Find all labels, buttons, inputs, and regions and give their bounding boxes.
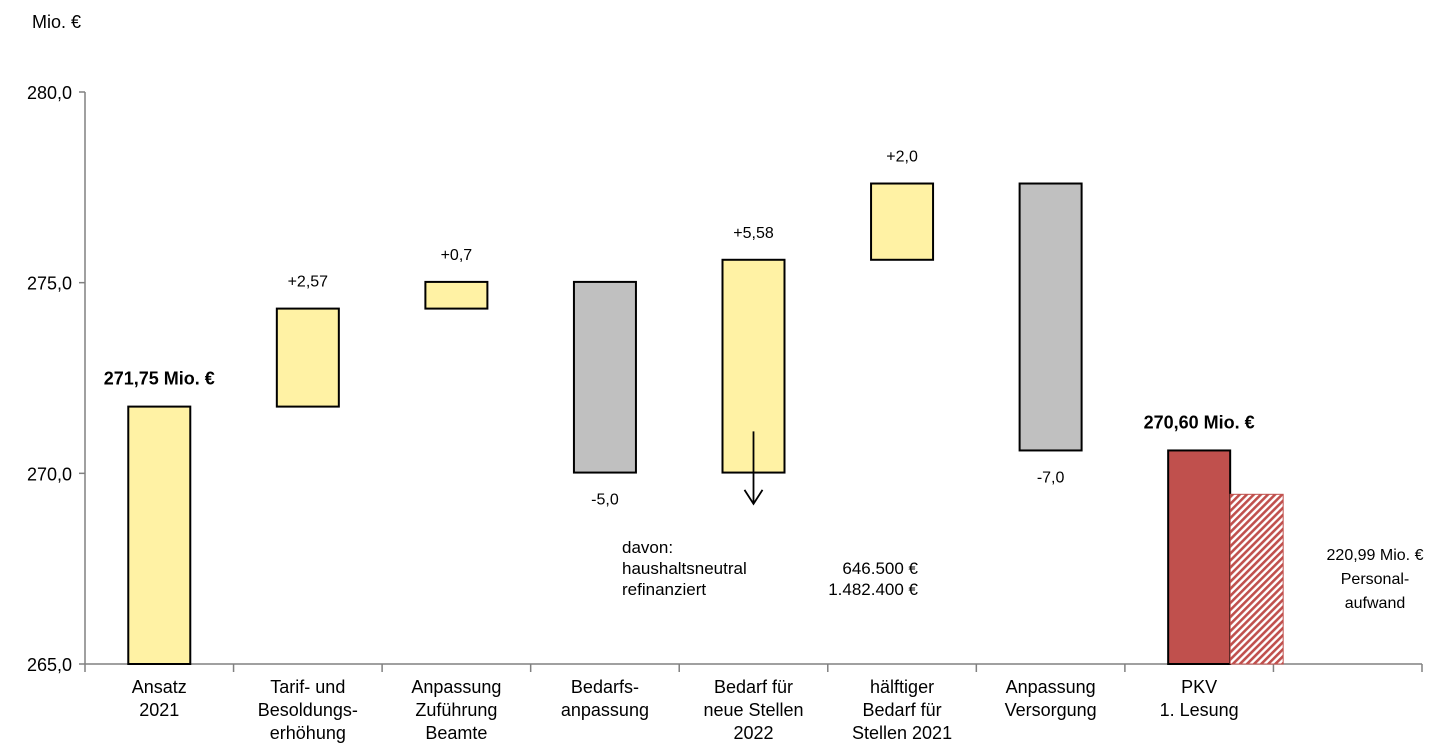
bar-value-label: -7,0	[1037, 469, 1065, 486]
x-tick-label: Bedarfs-anpassung	[561, 677, 649, 720]
personnel-expense-label-line1: Personal-	[1340, 571, 1410, 588]
breakdown-labels: davon: haushaltsneutral refinanziert	[622, 537, 747, 600]
bar-value-label: 270,60 Mio. €	[1144, 412, 1255, 432]
x-tick-label-line: 2021	[139, 700, 179, 720]
x-tick-label: PKV 1. Lesung	[1160, 677, 1239, 720]
bar	[275, 307, 340, 408]
bar-value-label: +2,0	[886, 149, 918, 166]
chart-axes: 265,0 270,0 275,0 280,0	[27, 83, 1423, 675]
chart-x-tick-labels: Ansatz 2021 Tarif- und Besoldungs-erhöhung A…	[132, 677, 1239, 743]
x-tick-label: Ansatz 2021	[132, 677, 187, 720]
breakdown-amount-neutral: 646.500 €	[842, 559, 918, 578]
x-tick-label-line: Besoldungs-	[258, 700, 358, 720]
y-tick-label: 265,0	[27, 655, 72, 675]
x-tick-label-line: Bedarf für	[714, 677, 793, 697]
y-axis-unit-label: Mio. €	[32, 12, 82, 32]
annotation-arrow	[743, 431, 764, 506]
bar	[870, 182, 935, 261]
x-tick-label-line: Beamte	[425, 723, 487, 743]
personnel-expense-value: 220,99 Mio. €	[1326, 547, 1424, 564]
x-tick-label-line: Bedarfs-	[571, 677, 639, 697]
personnel-expense-note: 220,99 Mio. € Personal- aufwand	[1300, 544, 1433, 616]
x-tick-label-line: PKV	[1181, 677, 1217, 697]
x-tick-label: Anpassung Zuführung Beamte	[411, 677, 501, 743]
x-tick-label-line: anpassung	[561, 700, 649, 720]
chart-bars	[127, 182, 1284, 665]
breakdown-label-heading: davon:	[622, 538, 674, 557]
bar-value-label: +0,7	[441, 247, 473, 264]
x-tick-label-line: neue Stellen	[703, 700, 803, 720]
personnel-expense-label-line2: aufwand	[1344, 595, 1406, 612]
bar-value-label: +2,57	[288, 274, 329, 291]
arrow-head	[743, 489, 764, 506]
bar	[1018, 182, 1083, 452]
x-tick-label-line: 1. Lesung	[1160, 700, 1239, 720]
x-tick-label-line: Bedarf für	[863, 700, 942, 720]
y-tick-label: 275,0	[27, 274, 72, 294]
bar	[1167, 449, 1232, 665]
bar	[127, 405, 192, 665]
x-tick-label-line: hälftiger	[870, 677, 934, 697]
breakdown-label-refinanced: refinanziert	[622, 580, 707, 599]
x-tick-label-line: Anpassung	[411, 677, 501, 697]
bar	[572, 280, 637, 474]
bar-value-label: 271,75 Mio. €	[104, 369, 215, 389]
breakdown-amounts: 646.500 € 1.482.400 €	[786, 558, 918, 600]
x-tick-label-line: Ansatz	[132, 677, 187, 697]
x-tick-label: Anpassung Versorgung	[1005, 677, 1097, 720]
x-tick-label: Tarif- und Besoldungs-erhöhung	[258, 677, 358, 743]
bar-value-label: -5,0	[591, 492, 619, 509]
x-tick-label-line: Stellen 2021	[852, 723, 952, 743]
breakdown-label-neutral: haushaltsneutral	[622, 559, 747, 578]
y-tick-label: 270,0	[27, 464, 72, 484]
x-tick-label-line: erhöhung	[270, 723, 346, 743]
bar	[424, 280, 489, 310]
x-tick-label-line: Zuführung	[415, 700, 497, 720]
chart-data-labels: 271,75 Mio. € +2,57 +0,7 -5,0 +5,58 +2,0 -7,0 2…	[104, 149, 1255, 509]
x-tick-label-line: Tarif- und	[270, 677, 345, 697]
bar-value-label: +5,58	[733, 225, 774, 242]
x-tick-label: Bedarf für neue Stellen 2022	[703, 677, 803, 743]
x-tick-label: hälftiger Bedarf für Stellen 2021	[852, 677, 952, 743]
x-tick-label-line: Versorgung	[1005, 700, 1097, 720]
x-tick-label-line: Anpassung	[1006, 677, 1096, 697]
breakdown-amount-refinanced: 1.482.400 €	[828, 580, 918, 599]
x-tick-label-line: 2022	[733, 723, 773, 743]
hatched-bar	[1229, 493, 1284, 665]
y-tick-label: 280,0	[27, 83, 72, 103]
